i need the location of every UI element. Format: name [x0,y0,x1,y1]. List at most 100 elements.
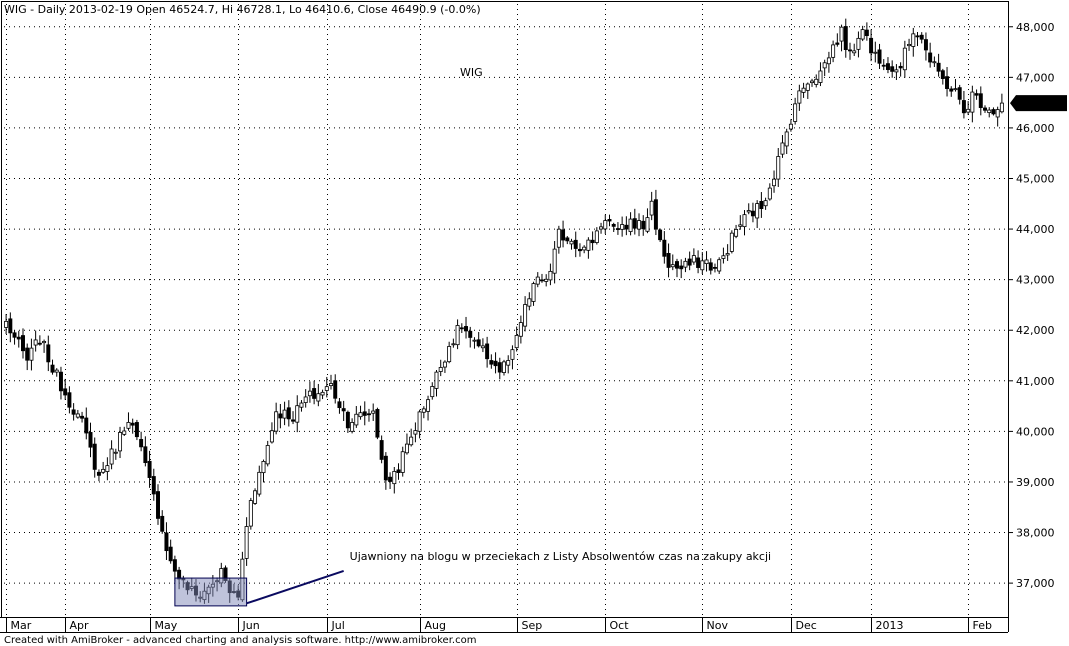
candle-body [999,102,1004,113]
candle-body [949,88,954,92]
candle-body [590,239,595,244]
candle-body [92,443,97,470]
candle-body [712,266,717,269]
candle-body [480,345,485,349]
candle-body [278,413,283,419]
candle-body [476,339,481,347]
candle-body [919,34,924,40]
candle-body [822,62,827,69]
candle-body [485,343,490,360]
annotation-line [246,570,344,605]
candle-body [502,361,506,373]
candle-body [497,362,502,373]
candle-body [307,390,312,397]
candle-body [523,304,528,327]
candle-body [582,246,587,251]
candle-body [687,258,692,266]
candle-body [801,87,806,93]
candle-body [970,91,975,113]
candle-body [991,109,996,115]
candle-body [518,322,523,337]
candle-body [286,407,291,420]
candle-body [662,239,667,257]
candle-body [113,451,118,454]
date-tick-label: Feb [973,619,992,632]
candle-body [105,465,110,472]
candle-body [118,432,123,452]
candle-body [805,83,810,91]
candle-body [84,417,89,434]
candle-body [54,369,59,373]
date-tick-label: Mar [11,619,32,632]
candle-body [607,219,612,222]
date-tick-label: Nov [707,619,729,632]
candle-body [282,409,287,419]
candle-body [848,49,852,52]
candle-body [366,413,371,416]
candle-body [573,239,578,249]
candle-body [299,402,304,408]
candle-body [122,430,127,435]
annotation-text: Ujawniony na blogu w przeciekach z Listy… [350,550,771,563]
price-tick-label: 47,000 [1016,71,1055,84]
candle-body [413,430,418,435]
candle-body [417,411,422,432]
candle-body [603,220,608,230]
candle-body [531,283,536,302]
candle-body [333,380,338,399]
candle-body [126,422,131,429]
candle-body [974,93,979,96]
candle-body [873,51,878,54]
candle-body [291,419,296,422]
candle-body [404,443,409,454]
candle-body [527,298,532,307]
candle-body [362,411,367,416]
candle-body [945,76,950,89]
candle-body [831,44,836,58]
candle-body [700,260,705,271]
date-tick-label: Oct [610,619,630,632]
date-tick-label: Apr [70,619,90,632]
candle-body [675,261,679,269]
price-tick-label: 45,000 [1016,172,1055,185]
candle-body [632,218,637,229]
candle-body [839,26,844,42]
candle-body [565,237,570,242]
price-tick-label: 38,000 [1016,527,1055,540]
candle-body [88,432,93,448]
chart-title: WIG [460,66,483,79]
candle-body [810,80,814,84]
candle-body [586,239,591,251]
candle-body [8,318,13,334]
candle-body [426,399,431,412]
candle-body [329,383,333,387]
candle-body [12,332,17,338]
candle-body [350,422,355,432]
candle-body [814,78,819,85]
price-tick-label: 40,000 [1016,425,1055,438]
candle-body [168,546,173,562]
candle-body [864,29,869,37]
candle-body [160,515,165,532]
candle-body [134,422,139,438]
candle-body [780,142,785,155]
candle-body [320,391,325,396]
candle-body [915,35,920,38]
date-tick-label: Aug [425,619,446,632]
candle-body [624,224,629,230]
last-price-marker [1010,95,1067,112]
candle-body [898,65,903,69]
candle-body [172,559,177,572]
date-tick-label: Sep [522,619,543,632]
candle-body [759,200,764,210]
candle-body [826,57,831,65]
candle-body [379,440,384,460]
candle-body [409,436,414,446]
price-tick-label: 41,000 [1016,375,1055,388]
candle-body [42,340,47,344]
last-price-tag: 46,490.9 [1010,95,1067,112]
candle-body [666,253,671,268]
grid-lines [4,4,1008,616]
